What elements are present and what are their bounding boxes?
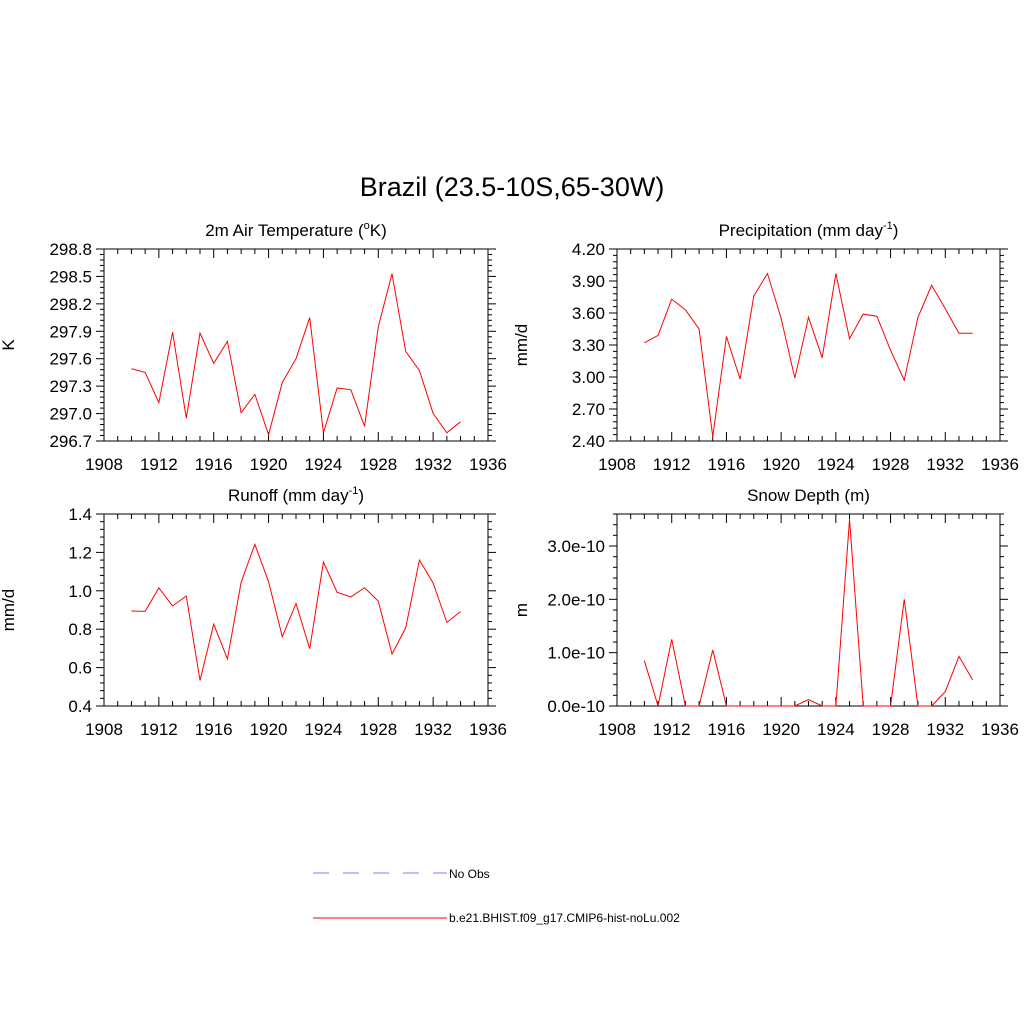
precipitation-y-tick-label: 3.30	[572, 336, 605, 355]
snow-depth-y-tick-label: 2.0e-10	[547, 590, 605, 609]
runoff-x-tick-label: 1928	[359, 720, 397, 739]
temperature-series-line-0	[131, 273, 461, 437]
snow-depth-x-tick-label: 1916	[708, 720, 746, 739]
precipitation-x-tick-label: 1932	[926, 455, 964, 474]
precipitation-x-tick-label: 1924	[817, 455, 855, 474]
runoff-x-tick-label: 1908	[85, 720, 123, 739]
snow-depth-y-tick-label: 0.0e-10	[547, 697, 605, 716]
snow-depth-x-tick-label: 1932	[926, 720, 964, 739]
temperature-plot-frame	[103, 248, 489, 442]
panel-runoff: Runoff (mm day-1) mm/d 1908 1912 1916 1920 192…	[0, 485, 507, 739]
runoff-y-tick-label: 0.6	[68, 659, 92, 678]
snow-depth-x-tick-label: 1908	[598, 720, 636, 739]
legend-obs-label: No Obs	[449, 867, 490, 881]
temperature-x-tick-label: 1916	[195, 455, 233, 474]
snow-depth-x-tick-label: 1928	[872, 720, 910, 739]
temperature-y-axis-label: K	[0, 339, 18, 351]
runoff-y-tick-label: 0.8	[68, 620, 92, 639]
panels-group: 2m Air Temperature (oK) K 1908 1912 1916 1920…	[0, 220, 1019, 739]
runoff-panel-title: Runoff (mm day-1)	[228, 485, 364, 505]
temperature-x-tick-label: 1920	[250, 455, 288, 474]
precipitation-y-tick-label: 2.70	[572, 400, 605, 419]
temperature-y-tick-label: 297.6	[49, 350, 92, 369]
temperature-x-tick-label: 1912	[140, 455, 178, 474]
main-title: Brazil (23.5-10S,65-30W)	[360, 172, 665, 202]
panel-precipitation: Precipitation (mm day-1) mm/d 1908 1912 1916…	[512, 220, 1019, 474]
legend-model-label: b.e21.BHIST.f09_g17.CMIP6-hist-noLu.002	[449, 911, 680, 925]
precipitation-x-tick-label: 1920	[762, 455, 800, 474]
precipitation-x-tick-label: 1912	[653, 455, 691, 474]
runoff-x-tick-label: 1924	[305, 720, 343, 739]
runoff-y-tick-label: 1.4	[68, 505, 92, 524]
precipitation-panel-title: Precipitation (mm day-1)	[719, 220, 899, 240]
temperature-y-tick-label: 298.2	[49, 295, 92, 314]
precipitation-x-tick-label: 1916	[708, 455, 746, 474]
snow-depth-plot-frame	[616, 513, 1001, 707]
snow-depth-x-tick-label: 1936	[981, 720, 1019, 739]
snow-depth-x-tick-label: 1920	[762, 720, 800, 739]
runoff-series-line-0	[131, 542, 461, 681]
precipitation-y-tick-label: 2.40	[572, 432, 605, 451]
precipitation-x-tick-label: 1928	[872, 455, 910, 474]
precipitation-y-tick-label: 3.60	[572, 304, 605, 323]
snow-depth-series-line-0	[643, 519, 974, 707]
panel-snow-depth: Snow Depth (m) m 1908 1912 1916 1920 1924 1928 1…	[512, 486, 1019, 739]
temperature-x-tick-label: 1908	[85, 455, 123, 474]
precipitation-series-line-0	[644, 272, 973, 437]
temperature-y-tick-label: 298.5	[49, 267, 92, 286]
snow-depth-y-tick-label: 3.0e-10	[547, 537, 605, 556]
temperature-x-tick-label: 1936	[469, 455, 507, 474]
temperature-y-tick-label: 297.3	[49, 377, 92, 396]
runoff-x-tick-label: 1912	[140, 720, 178, 739]
temperature-y-tick-label: 297.9	[49, 322, 92, 341]
precipitation-plot-frame	[616, 248, 1001, 442]
temperature-x-tick-label: 1928	[359, 455, 397, 474]
snow-depth-y-axis-label: m	[512, 603, 531, 617]
precipitation-x-tick-label: 1936	[981, 455, 1019, 474]
snow-depth-x-tick-label: 1924	[817, 720, 855, 739]
runoff-y-tick-label: 1.0	[68, 582, 92, 601]
legend: No Obs b.e21.BHIST.f09_g17.CMIP6-hist-no…	[313, 867, 680, 925]
temperature-y-tick-label: 298.8	[49, 240, 92, 259]
runoff-plot-frame	[103, 513, 489, 707]
precipitation-y-axis-label: mm/d	[512, 324, 531, 367]
runoff-x-tick-label: 1916	[195, 720, 233, 739]
panel-temperature: 2m Air Temperature (oK) K 1908 1912 1916 1920…	[0, 220, 507, 474]
runoff-x-tick-label: 1920	[250, 720, 288, 739]
precipitation-y-tick-label: 3.90	[572, 272, 605, 291]
precipitation-y-tick-label: 4.20	[572, 240, 605, 259]
precipitation-x-tick-label: 1908	[598, 455, 636, 474]
temperature-x-tick-label: 1932	[414, 455, 452, 474]
temperature-panel-title: 2m Air Temperature (oK)	[205, 220, 387, 240]
runoff-x-tick-label: 1932	[414, 720, 452, 739]
runoff-y-tick-label: 0.4	[68, 697, 92, 716]
temperature-x-tick-label: 1924	[305, 455, 343, 474]
temperature-y-tick-label: 297.0	[49, 405, 92, 424]
snow-depth-x-tick-label: 1912	[653, 720, 691, 739]
snow-depth-y-tick-label: 1.0e-10	[547, 644, 605, 663]
runoff-y-tick-label: 1.2	[68, 543, 92, 562]
snow-depth-panel-title: Snow Depth (m)	[747, 486, 870, 505]
temperature-y-tick-label: 296.7	[49, 432, 92, 451]
runoff-y-axis-label: mm/d	[0, 589, 18, 632]
precipitation-y-tick-label: 3.00	[572, 368, 605, 387]
runoff-x-tick-label: 1936	[469, 720, 507, 739]
